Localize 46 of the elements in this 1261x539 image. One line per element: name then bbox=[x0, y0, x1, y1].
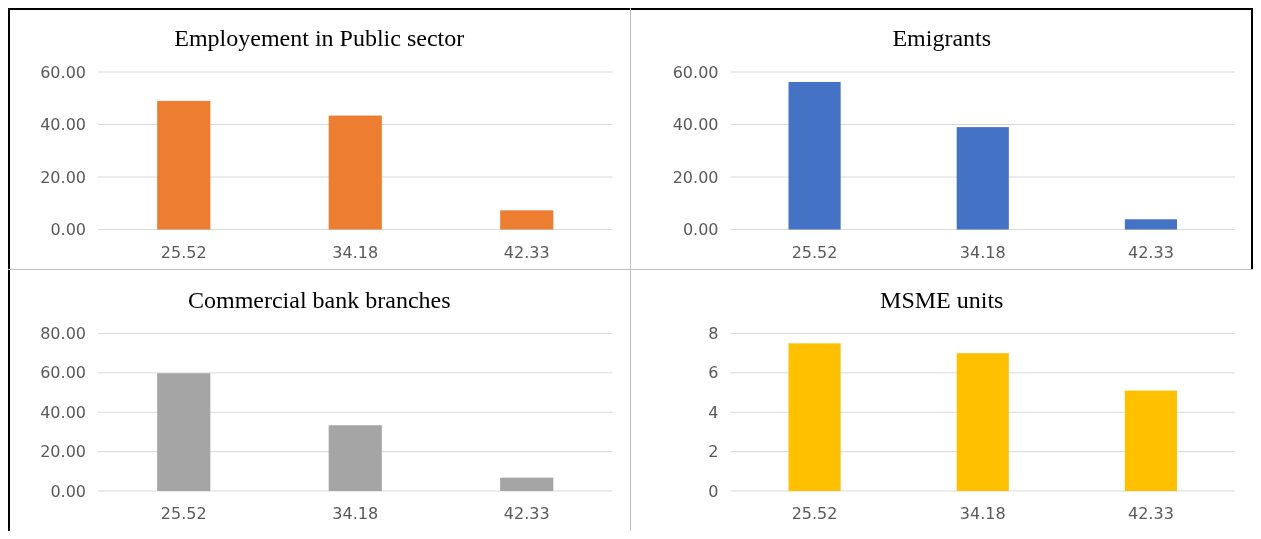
bar bbox=[788, 81, 841, 230]
chart-title: Emigrants bbox=[892, 25, 992, 51]
bar bbox=[500, 210, 554, 230]
bar bbox=[1124, 390, 1177, 491]
y-tick-label: 0 bbox=[708, 481, 719, 501]
y-tick-label: 6 bbox=[708, 363, 719, 383]
y-tick-label: 0.00 bbox=[50, 481, 86, 501]
bar bbox=[157, 373, 211, 491]
y-tick-label: 20.00 bbox=[40, 167, 86, 187]
x-tick-label: 42.33 bbox=[503, 242, 550, 262]
x-tick-label: 25.52 bbox=[791, 504, 838, 523]
y-tick-label: 80.00 bbox=[40, 324, 86, 344]
bar bbox=[788, 343, 841, 491]
x-tick-label: 34.18 bbox=[959, 504, 1006, 523]
chart-title: Commercial bank branches bbox=[187, 286, 451, 313]
bar bbox=[956, 353, 1009, 491]
chart-title: Employement in Public sector bbox=[174, 25, 465, 51]
x-tick-label: 42.33 bbox=[1128, 504, 1174, 523]
bar bbox=[956, 127, 1009, 230]
x-tick-label: 42.33 bbox=[1128, 242, 1174, 262]
x-tick-label: 25.52 bbox=[791, 242, 838, 262]
y-tick-label: 60.00 bbox=[40, 62, 86, 82]
bar bbox=[500, 477, 554, 491]
y-tick-label: 20.00 bbox=[672, 167, 719, 187]
y-tick-label: 40.00 bbox=[40, 115, 86, 135]
y-tick-label: 4 bbox=[708, 402, 719, 422]
y-tick-label: 40.00 bbox=[40, 402, 86, 422]
x-tick-label: 25.52 bbox=[160, 242, 207, 262]
x-tick-label: 34.18 bbox=[332, 242, 379, 262]
x-tick-label: 34.18 bbox=[332, 504, 379, 523]
bar bbox=[328, 115, 382, 230]
y-tick-label: 20.00 bbox=[40, 442, 86, 462]
x-tick-label: 34.18 bbox=[959, 242, 1006, 262]
chart-title: MSME units bbox=[880, 286, 1004, 313]
y-tick-label: 60.00 bbox=[672, 62, 719, 82]
y-tick-label: 8 bbox=[708, 324, 719, 344]
x-tick-label: 42.33 bbox=[503, 504, 550, 523]
x-tick-label: 25.52 bbox=[160, 504, 207, 523]
y-tick-label: 0.00 bbox=[682, 220, 719, 240]
bar bbox=[328, 425, 382, 491]
bar bbox=[1124, 219, 1177, 230]
y-tick-label: 2 bbox=[708, 442, 719, 462]
y-tick-label: 40.00 bbox=[672, 115, 719, 135]
bar bbox=[157, 100, 211, 230]
y-tick-label: 60.00 bbox=[40, 363, 86, 383]
y-tick-label: 0.00 bbox=[50, 220, 86, 240]
